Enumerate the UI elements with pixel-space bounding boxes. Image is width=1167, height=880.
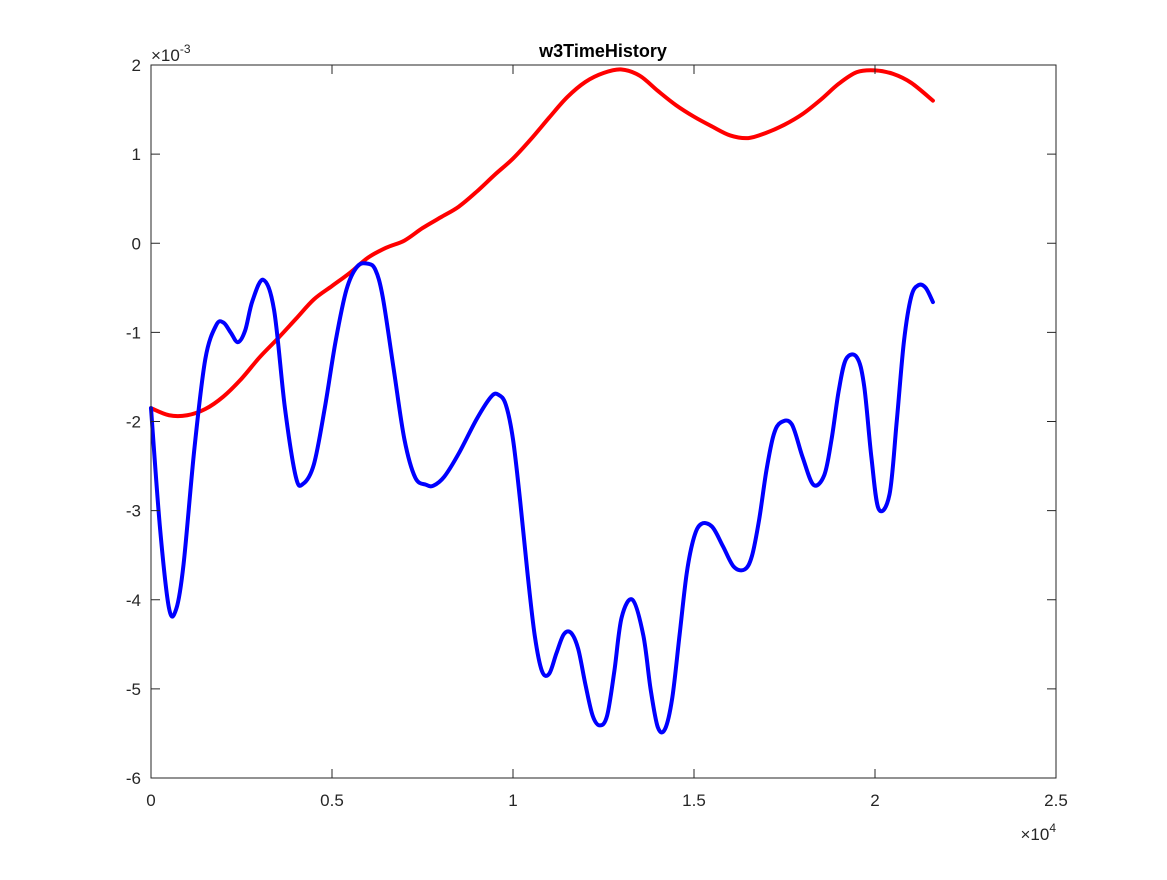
y-tick-label: 0	[132, 234, 141, 253]
x-tick-label: 1	[508, 791, 517, 810]
y-exponent-label: ×10-3	[151, 42, 191, 65]
series-line-2	[149, 261, 935, 735]
y-tick-label: -5	[126, 680, 141, 699]
x-tick-label: 1.5	[682, 791, 706, 810]
y-tick-label: 1	[132, 145, 141, 164]
y-tick-label: -1	[126, 323, 141, 342]
y-tick-label: -6	[126, 769, 141, 788]
x-tick-label: 2.5	[1044, 791, 1068, 810]
x-exponent-label: ×104	[1020, 821, 1056, 844]
chart-title: w3TimeHistory	[538, 41, 667, 61]
x-tick-label: 0	[146, 791, 155, 810]
series-layer	[149, 67, 935, 735]
x-exponent-base: ×10	[1020, 825, 1049, 844]
y-tick-label: -3	[126, 502, 141, 521]
x-exponent-power: 4	[1049, 821, 1056, 835]
y-tick-label: 2	[132, 56, 141, 75]
x-tick-label: 0.5	[320, 791, 344, 810]
y-tick-label: -4	[126, 591, 141, 610]
y-ticks: -6 -5 -4 -3 -2 -1 0 1 2	[126, 56, 1056, 788]
y-exponent-base: ×10	[151, 46, 180, 65]
x-ticks: 0 0.5 1 1.5 2 2.5	[146, 65, 1068, 810]
y-tick-label: -2	[126, 413, 141, 432]
y-exponent-power: -3	[180, 42, 191, 56]
x-tick-label: 2	[870, 791, 879, 810]
series-line-1	[149, 67, 935, 419]
